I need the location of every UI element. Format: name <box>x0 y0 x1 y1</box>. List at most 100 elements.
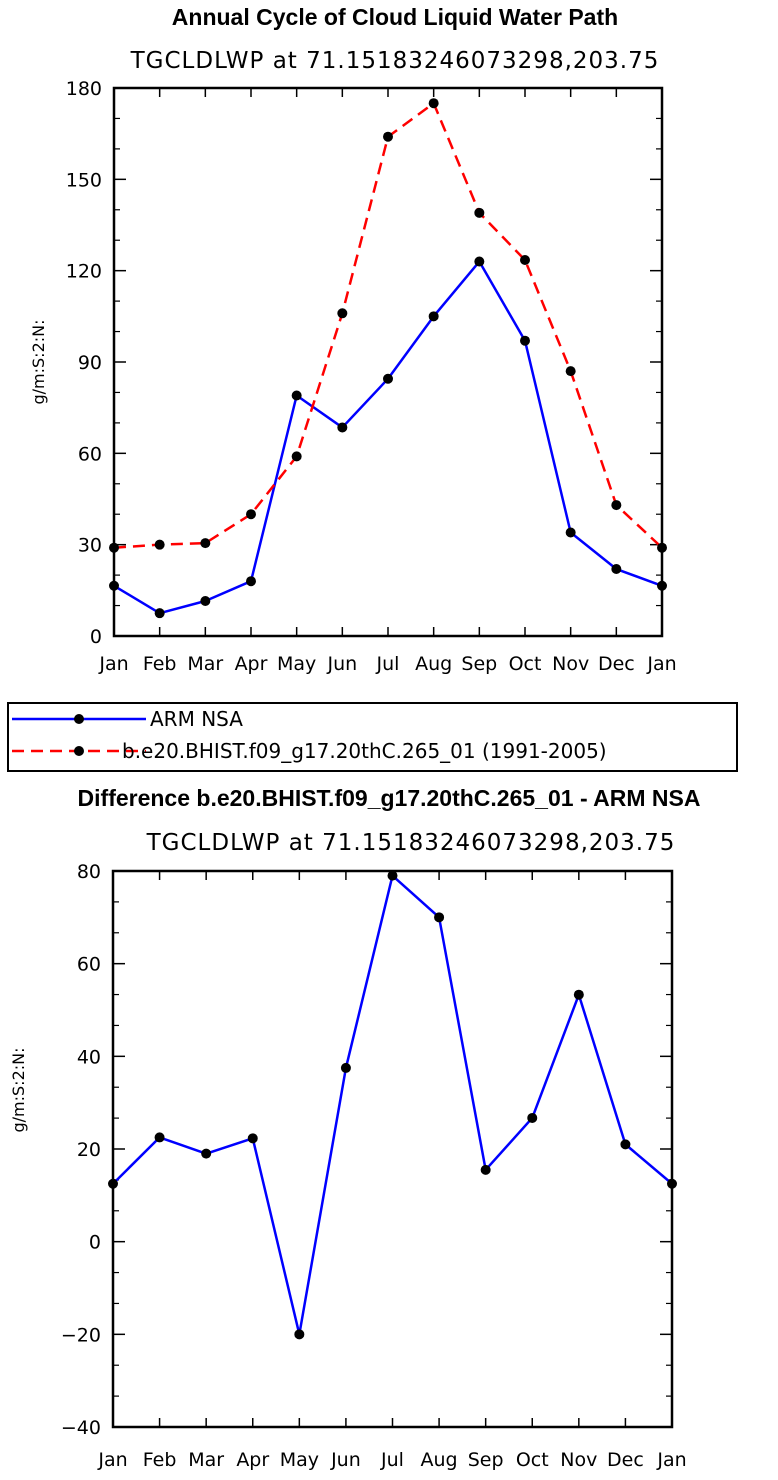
x-tick-label: Sep <box>468 1449 504 1471</box>
data-point <box>657 580 667 591</box>
data-point <box>657 542 667 553</box>
data-point <box>520 255 530 266</box>
x-tick-label: Aug <box>415 653 452 675</box>
x-tick-label: Mar <box>187 653 223 675</box>
x-tick-label: Nov <box>560 1449 597 1471</box>
x-tick-label: Jun <box>330 1449 361 1471</box>
x-tick-label: May <box>280 1449 319 1471</box>
x-tick-label: Jan <box>97 1449 127 1471</box>
y-tick-label: −20 <box>61 1324 101 1346</box>
data-point <box>520 335 530 346</box>
data-point <box>154 608 165 619</box>
x-tick-label: Feb <box>143 653 177 675</box>
data-point <box>291 451 302 462</box>
data-point <box>474 256 485 267</box>
panel-1-markers <box>109 98 667 619</box>
series-line-primary <box>113 260 663 615</box>
x-tick-label: May <box>277 653 316 675</box>
series-line-primary <box>112 874 673 1336</box>
data-point <box>337 308 348 319</box>
data-point <box>200 595 211 606</box>
annual-cycle-panel: Annual Cycle of Cloud Liquid Water Path … <box>29 4 677 675</box>
x-tick-label: Jun <box>326 653 357 675</box>
difference-panel: Difference b.e20.BHIST.f09_g17.20thC.265… <box>9 785 700 1471</box>
y-tick-label: 90 <box>78 352 102 374</box>
data-point <box>247 1133 258 1144</box>
data-point <box>108 1178 118 1189</box>
x-tick-label: Oct <box>516 1449 549 1471</box>
data-point <box>480 1164 491 1175</box>
legend-marker-arm-nsa <box>74 714 84 724</box>
data-point <box>201 1148 212 1159</box>
legend-label-arm-nsa: ARM NSA <box>150 707 243 731</box>
x-tick-label: Dec <box>598 653 635 675</box>
y-tick-label: 80 <box>77 861 101 883</box>
data-point <box>620 1139 631 1150</box>
x-tick-label: Jan <box>646 653 676 675</box>
data-point <box>337 422 348 433</box>
panel-1-subtitle: TGCLDLWP at 71.15183246073298,203.75 <box>130 48 660 74</box>
data-point <box>527 1112 538 1123</box>
data-point <box>340 1062 351 1073</box>
data-point <box>109 580 119 591</box>
y-tick-label: 20 <box>77 1139 101 1161</box>
data-point <box>667 1178 677 1189</box>
panel-1-ylabel: g/m:S:2:N: <box>29 320 48 405</box>
legend-marker-model <box>74 746 84 756</box>
y-tick-label: 30 <box>78 535 102 557</box>
legend: ARM NSA b.e20.BHIST.f09_g17.20thC.265_01… <box>7 702 738 772</box>
panel-2-series-lines <box>112 874 673 1336</box>
data-point <box>565 366 576 377</box>
data-point <box>246 509 256 520</box>
panel-2-title: Difference b.e20.BHIST.f09_g17.20thC.265… <box>78 785 701 811</box>
x-tick-label: Dec <box>607 1449 644 1471</box>
data-point <box>200 538 211 549</box>
series-line-secondary <box>113 101 663 549</box>
x-tick-label: Mar <box>188 1449 224 1471</box>
panel-2-plot-frame <box>111 869 674 1429</box>
data-point <box>611 564 622 575</box>
panel-1-series-lines <box>113 101 663 615</box>
data-point <box>291 390 302 401</box>
data-point <box>428 311 439 322</box>
panel-1-plot-frame <box>112 86 664 638</box>
panel-1-title: Annual Cycle of Cloud Liquid Water Path <box>172 4 618 30</box>
panel-2-ylabel: g/m:S:2:N: <box>9 1048 28 1133</box>
y-tick-label: 180 <box>66 78 102 100</box>
x-tick-label: Oct <box>509 653 542 675</box>
y-tick-label: −40 <box>61 1417 101 1439</box>
x-tick-label: Apr <box>235 653 268 675</box>
panel-2-ticks: Jan Feb Mar Apr May Jun Jul Aug Sep Oct Nov Dec Jan −… <box>61 861 687 1471</box>
x-tick-label: Nov <box>552 653 589 675</box>
x-tick-label: Jan <box>656 1449 686 1471</box>
data-point <box>154 539 165 550</box>
panel-2-subtitle: TGCLDLWP at 71.15183246073298,203.75 <box>146 830 676 856</box>
y-tick-label: 120 <box>66 261 102 283</box>
data-point <box>387 870 398 881</box>
x-tick-label: Sep <box>461 653 497 675</box>
x-tick-label: Jul <box>376 653 400 675</box>
y-tick-label: 150 <box>66 169 102 191</box>
data-point <box>573 989 584 1000</box>
data-point <box>565 527 576 538</box>
x-tick-label: Jan <box>98 653 128 675</box>
y-tick-label: 60 <box>77 954 101 976</box>
legend-label-model: b.e20.BHIST.f09_g17.20thC.265_01 (1991-2… <box>122 739 607 763</box>
x-tick-label: Aug <box>421 1449 458 1471</box>
panel-1-ticks: Jan Feb Mar Apr May Jun Jul Aug Sep Oct Nov Dec Jan 0… <box>66 78 677 675</box>
x-tick-label: Jul <box>380 1449 404 1471</box>
data-point <box>154 1132 165 1143</box>
x-tick-label: Apr <box>236 1449 269 1471</box>
x-tick-label: Feb <box>143 1449 177 1471</box>
panel-2-markers <box>108 870 677 1340</box>
y-tick-label: 40 <box>77 1046 101 1068</box>
data-point <box>383 373 393 384</box>
data-point <box>246 576 256 587</box>
data-point <box>383 131 393 142</box>
data-point <box>109 542 119 553</box>
data-point <box>434 912 445 923</box>
data-point <box>474 207 485 218</box>
data-point <box>428 98 439 109</box>
y-tick-label: 60 <box>78 443 102 465</box>
